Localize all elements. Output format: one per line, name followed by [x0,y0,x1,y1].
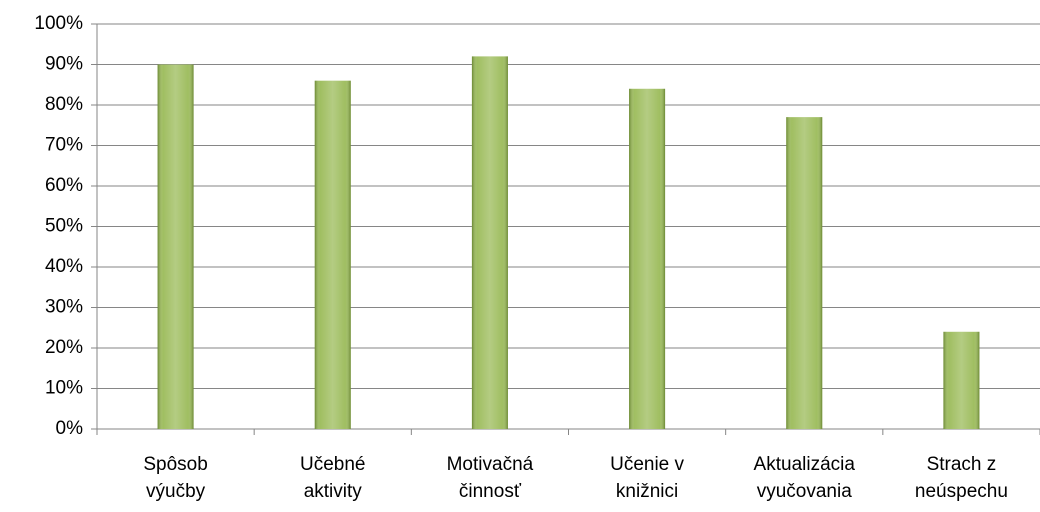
x-tick-label-line: výučby [146,481,206,502]
x-tick-label-line: Motivačná [447,454,534,475]
y-tick-label: 0% [56,418,84,439]
y-tick-label: 50% [45,216,83,237]
x-tick-label-line: Učebné [300,454,366,475]
x-tick-label: Učebné aktivity [300,454,366,502]
x-tick-label-line: aktivity [304,481,363,502]
x-tick-label-line: Aktualizácia [754,454,856,475]
bar-shading [629,88,666,430]
x-tick-label-line: vyučovania [757,481,852,502]
x-tick-label-line: činnosť [459,481,522,502]
bar-shading [314,80,351,429]
y-tick-label: 60% [45,175,83,196]
x-tick-label: Strach z neúspechu [915,454,1008,502]
y-tick-label: 10% [45,378,83,399]
x-tick-label-line: Strach z [927,454,997,475]
x-tick-label: Spôsob výučby [143,454,207,502]
y-tick-label: 70% [45,135,83,156]
y-tick-label: 100% [34,13,83,34]
y-tick-label: 30% [45,297,83,318]
y-tick-label: 90% [45,54,83,75]
x-tick-label-line: Spôsob [143,454,207,475]
x-tick-label: Aktualizácia vyučovania [754,454,856,502]
x-tick-label-line: neúspechu [915,481,1008,502]
x-tick-label-line: knižnici [616,481,678,502]
bar-shading [943,331,980,429]
bar-shading [786,117,823,430]
bar-shading [157,64,194,429]
bar-shading [471,56,508,430]
x-tick-label-line: Učenie v [610,454,684,475]
y-tick-label: 80% [45,94,83,115]
y-tick-label: 40% [45,256,83,277]
x-tick-label: Motivačná činnosť [447,454,534,502]
y-tick-label: 20% [45,337,83,358]
x-tick-label: Učenie v knižnici [610,454,684,502]
